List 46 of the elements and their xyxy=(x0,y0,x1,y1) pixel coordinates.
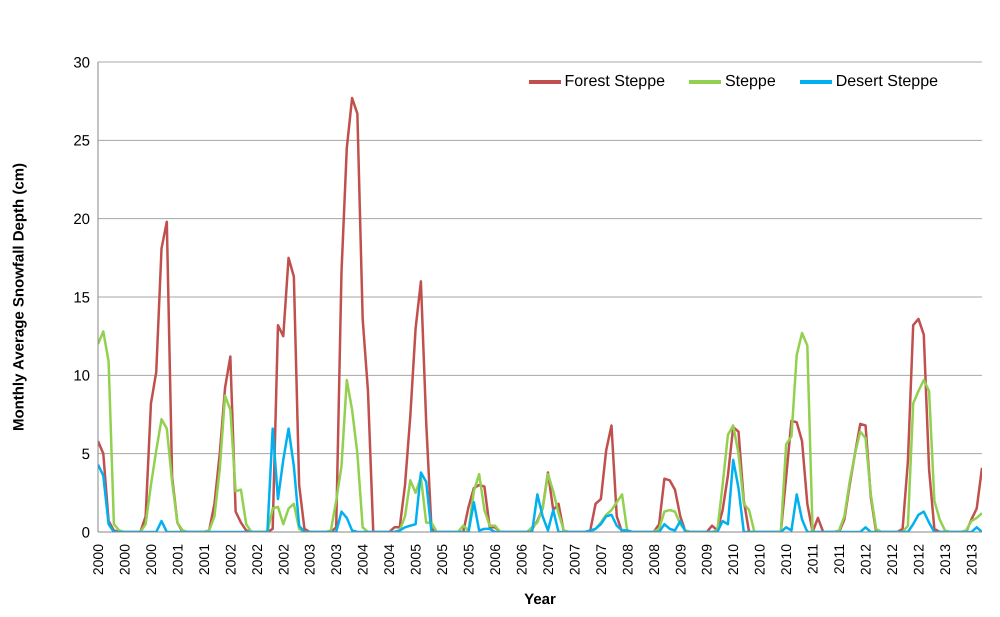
x-tick-label: 2010 xyxy=(752,544,768,576)
y-tick-label: 30 xyxy=(73,54,90,72)
x-tick-label: 2011 xyxy=(804,544,821,574)
legend-label: Steppe xyxy=(725,73,776,90)
x-tick-label: 2005 xyxy=(408,544,424,576)
y-tick-label: 0 xyxy=(82,524,90,542)
x-tick-label: 2005 xyxy=(460,544,477,576)
x-tick-label: 2003 xyxy=(302,544,318,576)
y-tick-label: 5 xyxy=(82,446,90,463)
legend-label: Forest Steppe xyxy=(564,73,665,90)
x-tick-label: 2005 xyxy=(434,544,450,576)
y-axis-title: Monthly Average Snowfall Depth (cm) xyxy=(10,162,28,432)
x-tick-label: 2010 xyxy=(778,544,794,576)
x-tick-label: 2013 xyxy=(963,544,980,576)
x-tick-label: 2001 xyxy=(196,544,212,576)
x-tick-label: 2006 xyxy=(487,544,504,576)
x-tick-label: 2012 xyxy=(910,544,926,576)
x-tick-label: 2010 xyxy=(725,544,742,576)
x-tick-label: 2002 xyxy=(275,544,292,576)
x-tick-label: 2007 xyxy=(540,544,556,576)
x-tick-label: 2004 xyxy=(381,544,398,576)
x-tick-label: 2011 xyxy=(831,544,848,574)
x-tick-label: 2002 xyxy=(248,544,265,576)
x-tick-label: 2004 xyxy=(354,544,371,576)
x-tick-label: 2008 xyxy=(619,544,636,576)
x-tick-label: 2012 xyxy=(884,544,900,576)
x-tick-label: 2001 xyxy=(169,544,186,576)
x-tick-label: 2003 xyxy=(328,544,344,576)
y-tick-label: 10 xyxy=(73,368,90,385)
y-tick-label: 20 xyxy=(73,210,90,228)
x-tick-label: 2007 xyxy=(592,544,609,576)
x-tick-label: 2008 xyxy=(646,544,662,576)
x-tick-label: 2000 xyxy=(90,544,106,576)
x-tick-label: 2006 xyxy=(513,544,530,576)
x-tick-label: 2000 xyxy=(142,544,159,576)
y-tick-label: 15 xyxy=(73,289,90,306)
y-tick-label: 25 xyxy=(73,132,90,150)
x-tick-label: 2000 xyxy=(116,544,132,576)
x-axis-title: Year xyxy=(524,591,556,608)
x-tick-label: 2012 xyxy=(858,544,874,576)
x-tick-label: 2002 xyxy=(222,544,238,576)
x-tick-label: 2009 xyxy=(672,544,688,576)
x-tick-label: 2007 xyxy=(566,544,582,576)
x-tick-label: 2009 xyxy=(698,544,715,576)
legend-label: Desert Steppe xyxy=(836,73,938,90)
x-tick-label: 2013 xyxy=(936,544,953,576)
